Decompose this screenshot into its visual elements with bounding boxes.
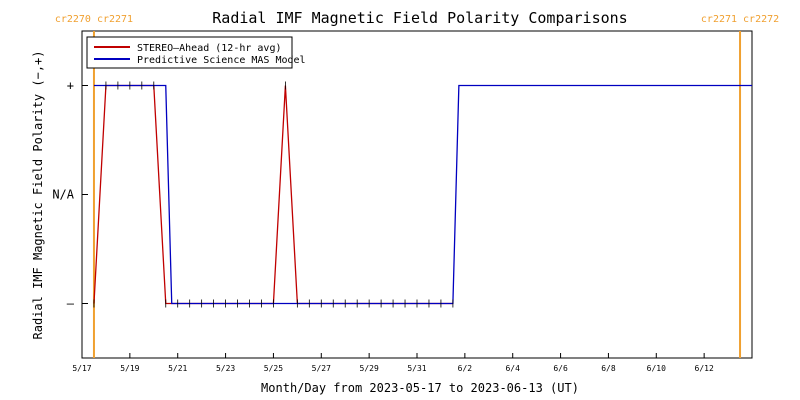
carrington-label-left: cr2271 [701,14,737,25]
x-tick-label: 6/4 [505,364,520,373]
legend-box [86,36,293,69]
x-tick-label: 5/17 [72,364,91,373]
carrington-label-left: cr2270 [55,14,91,25]
x-tick-label: 5/27 [312,364,331,373]
x-tick-label: 5/23 [216,364,235,373]
y-tick-label: N/A [52,188,74,202]
x-tick-label: 6/10 [647,364,666,373]
plot-frame [81,30,753,359]
x-tick-label: 5/31 [407,364,426,373]
y-tick-label: + [67,79,74,93]
x-tick-label: 5/19 [120,364,139,373]
series-line-stereo [93,84,453,305]
x-axis-label: Month/Day from 2023-05-17 to 2023-06-13 … [261,381,579,395]
x-tick-label: 5/25 [264,364,283,373]
chart-title: Radial IMF Magnetic Field Polarity Compa… [212,9,627,27]
x-tick-label: 6/2 [458,364,473,373]
x-tick-label: 6/6 [553,364,568,373]
carrington-label-right: cr2272 [743,14,779,25]
carrington-label-right: cr2271 [97,14,133,25]
series-lines [93,81,752,308]
x-tick-label: 6/8 [601,364,616,373]
legend-label-stereo: STEREO–Ahead (12-hr avg) [137,43,282,54]
axis-ticks: 5/17 5/19 5/21 5/23 5/25 5/27 5/29 5/31 6/2 6/4 6/… [52,79,714,374]
x-tick-label: 6/12 [695,364,714,373]
y-axis-label: Radial IMF Magnetic Field Polarity (−,+) [31,51,45,340]
series-line-model [93,84,752,305]
legend-label-model: Predictive Science MAS Model [137,55,306,66]
x-tick-label: 5/29 [360,364,379,373]
x-tick-label: 5/21 [168,364,187,373]
legend: STEREO–Ahead (12-hr avg) Predictive Scie… [86,36,306,69]
y-tick-label: – [67,297,75,311]
